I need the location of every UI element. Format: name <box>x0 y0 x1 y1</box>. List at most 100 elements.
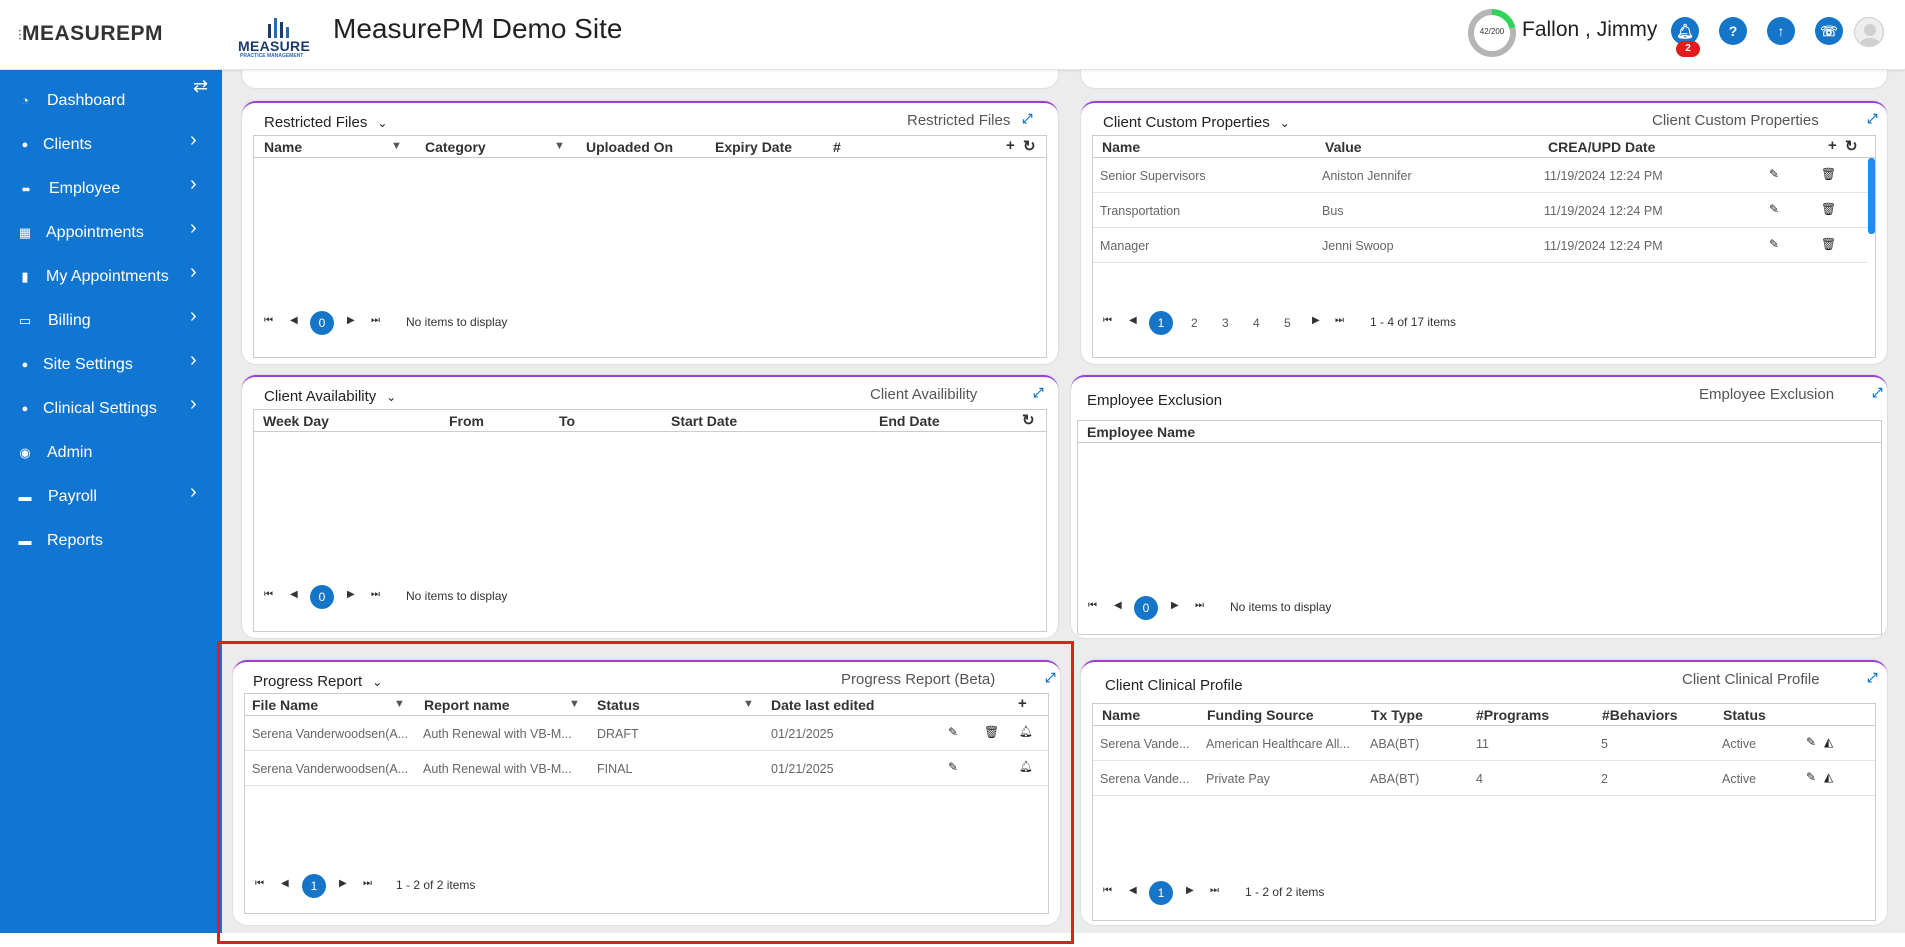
pager-first-icon[interactable]: ⏮ <box>255 878 264 889</box>
pager-last-icon[interactable]: ⏭ <box>1210 885 1219 896</box>
pager-prev-icon[interactable]: ◀ <box>290 315 298 326</box>
pager-last-icon[interactable]: ⏭ <box>1335 315 1344 326</box>
avatar[interactable] <box>1854 17 1884 47</box>
scrollbar[interactable] <box>1868 158 1875 234</box>
progress-donut[interactable]: 42/200 <box>1467 8 1517 58</box>
pager-next-icon[interactable]: ▶ <box>1171 600 1179 611</box>
col-header-name[interactable]: Name <box>1102 139 1141 155</box>
col-header-expiry-date[interactable]: Expiry Date <box>715 139 793 155</box>
table-row[interactable]: Transportation Bus 11/19/2024 12:24 PM ✎ 🗑︎ <box>1093 193 1868 228</box>
pager-prev-icon[interactable]: ◀ <box>281 878 289 889</box>
delete-icon[interactable]: 🗑︎ <box>1821 202 1837 216</box>
pager-page[interactable]: 4 <box>1253 316 1260 330</box>
col-header-end-date[interactable]: End Date <box>879 413 940 429</box>
sidebar-item-employee[interactable]: ●● Employee › <box>0 172 222 208</box>
col-header-start-date[interactable]: Start Date <box>671 413 738 429</box>
bell-icon[interactable]: 🔔︎ <box>1671 17 1699 45</box>
filter-icon[interactable]: ▼ <box>743 698 754 710</box>
table-row[interactable]: Serena Vanderwoodsen(A... Auth Renewal wi… <box>245 751 1048 786</box>
filter-icon[interactable]: ▼ <box>569 698 580 710</box>
col-header-programs[interactable]: #Programs <box>1476 707 1550 723</box>
pager-page-current[interactable]: 1 <box>302 874 326 898</box>
delete-icon[interactable]: 🗑︎ <box>1821 237 1837 251</box>
delete-icon[interactable]: 🗑︎ <box>1821 167 1837 181</box>
pager-prev-icon[interactable]: ◀ <box>290 589 298 600</box>
expand-icon[interactable]: ⤢ <box>1022 111 1033 126</box>
sidebar-item-appointments[interactable]: ▦ Appointments › <box>0 216 222 252</box>
expand-icon[interactable]: ⤢ <box>1033 385 1044 400</box>
chart-icon[interactable]: ◭ <box>1824 770 1834 784</box>
col-header-name[interactable]: Name <box>264 139 303 155</box>
filter-icon[interactable]: ▼ <box>554 140 565 152</box>
phone-icon[interactable]: ☏ <box>1815 17 1843 45</box>
col-header-value[interactable]: Value <box>1325 139 1362 155</box>
pager-last-icon[interactable]: ⏭ <box>1195 600 1204 611</box>
help-icon[interactable]: ? <box>1719 17 1747 45</box>
sidebar-item-site-settings[interactable]: ● Site Settings › <box>0 348 222 384</box>
pager-page-current[interactable]: 1 <box>1149 881 1173 905</box>
refresh-icon[interactable]: ↻ <box>1022 412 1035 429</box>
table-row[interactable]: Serena Vanderwoodsen(A... Auth Renewal wi… <box>245 716 1048 751</box>
sidebar-item-payroll[interactable]: ▬ Payroll › <box>0 480 222 516</box>
col-header-employee-name[interactable]: Employee Name <box>1087 424 1196 440</box>
pager-page[interactable]: 3 <box>1222 316 1229 330</box>
edit-icon[interactable]: ✎ <box>948 725 959 739</box>
filter-icon[interactable]: ▼ <box>391 140 402 152</box>
pager-page[interactable]: 2 <box>1191 316 1198 330</box>
pager-next-icon[interactable]: ▶ <box>1186 885 1194 896</box>
edit-icon[interactable]: ✎ <box>1806 770 1817 784</box>
col-header-file-name[interactable]: File Name <box>252 697 319 713</box>
add-icon[interactable]: + <box>1018 695 1027 712</box>
expand-icon[interactable]: ⤢ <box>1872 385 1883 400</box>
pager-next-icon[interactable]: ▶ <box>1312 315 1320 326</box>
sidebar-item-my-appointments[interactable]: ▮ My Appointments › <box>0 260 222 296</box>
refresh-icon[interactable]: ↻ <box>1845 138 1858 155</box>
table-row[interactable]: Senior Supervisors Aniston Jennifer 11/19/… <box>1093 158 1868 193</box>
pager-first-icon[interactable]: ⏮ <box>1103 885 1112 896</box>
pager-page-current[interactable]: 0 <box>310 585 334 609</box>
pager-next-icon[interactable]: ▶ <box>347 315 355 326</box>
col-header-week-day[interactable]: Week Day <box>263 413 329 429</box>
edit-icon[interactable]: ✎ <box>948 760 959 774</box>
col-header-status[interactable]: Status <box>597 697 640 713</box>
expand-icon[interactable]: ⤢ <box>1045 670 1056 685</box>
panel-title-dropdown[interactable]: Client Custom Properties ⌄ <box>1103 114 1290 131</box>
expand-icon[interactable]: ⤢ <box>1867 670 1878 685</box>
user-name[interactable]: Fallon , Jimmy <box>1522 18 1658 41</box>
col-header-report-name[interactable]: Report name <box>424 697 510 713</box>
edit-icon[interactable]: ✎ <box>1806 735 1817 749</box>
panel-title-dropdown[interactable]: Progress Report ⌄ <box>253 673 383 690</box>
pager-page[interactable]: 5 <box>1284 316 1291 330</box>
table-row[interactable]: Serena Vande... American Healthcare All..… <box>1093 726 1875 761</box>
refresh-icon[interactable]: ↻ <box>1023 138 1036 155</box>
pager-first-icon[interactable]: ⏮ <box>264 589 273 600</box>
pager-last-icon[interactable]: ⏭ <box>363 878 372 889</box>
sidebar-item-clients[interactable]: ● Clients › <box>0 128 222 164</box>
col-header-from[interactable]: From <box>449 413 484 429</box>
sidebar-item-admin[interactable]: ◉ Admin <box>0 436 222 472</box>
col-header-uploaded-on[interactable]: Uploaded On <box>586 139 674 155</box>
col-header-category[interactable]: Category <box>425 139 486 155</box>
col-header-funding-source[interactable]: Funding Source <box>1207 707 1314 723</box>
pager-prev-icon[interactable]: ◀ <box>1129 315 1137 326</box>
col-header-date-last-edited[interactable]: Date last edited <box>771 697 875 713</box>
sidebar-item-reports[interactable]: ▬ Reports <box>0 524 222 560</box>
col-header-crea-upd-date[interactable]: CREA/UPD Date <box>1548 139 1656 155</box>
upload-icon[interactable]: ↑ <box>1767 17 1795 45</box>
filter-icon[interactable]: ▼ <box>394 698 405 710</box>
pager-prev-icon[interactable]: ◀ <box>1129 885 1137 896</box>
pager-next-icon[interactable]: ▶ <box>347 589 355 600</box>
pager-page-current[interactable]: 1 <box>1149 311 1173 335</box>
pager-next-icon[interactable]: ▶ <box>339 878 347 889</box>
table-row[interactable]: Serena Vande... Private Pay ABA(BT) 4 2 Activ… <box>1093 761 1875 796</box>
col-header-tx-type[interactable]: Tx Type <box>1371 707 1423 723</box>
add-icon[interactable]: + <box>1006 137 1015 154</box>
col-header-to[interactable]: To <box>559 413 576 429</box>
pager-page-current[interactable]: 0 <box>310 311 334 335</box>
panel-title-dropdown[interactable]: Restricted Files ⌄ <box>264 114 388 131</box>
col-header-status[interactable]: Status <box>1723 707 1766 723</box>
col-header-behaviors[interactable]: #Behaviors <box>1602 707 1678 723</box>
swap-icon[interactable]: ⇄ <box>193 76 209 96</box>
pager-page-current[interactable]: 0 <box>1134 596 1158 620</box>
pager-prev-icon[interactable]: ◀ <box>1114 600 1122 611</box>
